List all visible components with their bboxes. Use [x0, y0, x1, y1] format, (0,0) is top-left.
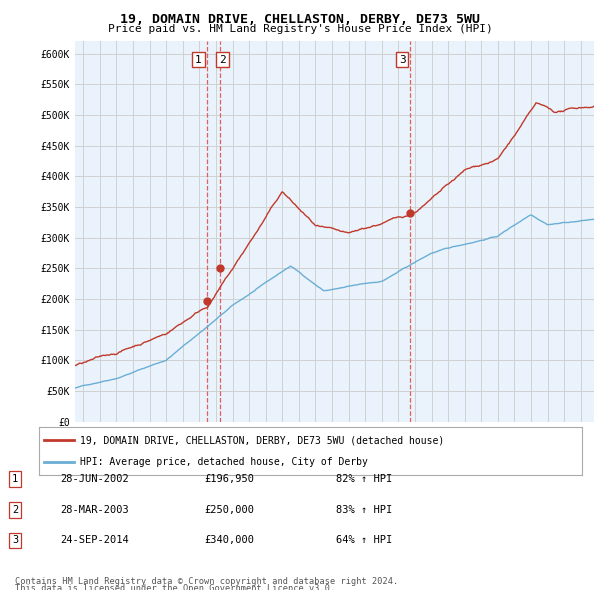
Text: HPI: Average price, detached house, City of Derby: HPI: Average price, detached house, City… [80, 457, 368, 467]
Text: 2: 2 [219, 55, 226, 65]
Text: 3: 3 [12, 536, 18, 545]
Text: 19, DOMAIN DRIVE, CHELLASTON, DERBY, DE73 5WU: 19, DOMAIN DRIVE, CHELLASTON, DERBY, DE7… [120, 13, 480, 26]
Text: 19, DOMAIN DRIVE, CHELLASTON, DERBY, DE73 5WU (detached house): 19, DOMAIN DRIVE, CHELLASTON, DERBY, DE7… [80, 435, 444, 445]
Text: 28-JUN-2002: 28-JUN-2002 [60, 474, 129, 484]
Text: 1: 1 [195, 55, 202, 65]
Text: 83% ↑ HPI: 83% ↑ HPI [336, 505, 392, 514]
Text: 64% ↑ HPI: 64% ↑ HPI [336, 536, 392, 545]
Text: £196,950: £196,950 [204, 474, 254, 484]
Text: 1: 1 [12, 474, 18, 484]
Text: 3: 3 [399, 55, 406, 65]
Text: Price paid vs. HM Land Registry's House Price Index (HPI): Price paid vs. HM Land Registry's House … [107, 24, 493, 34]
Text: 2: 2 [12, 505, 18, 514]
Text: This data is licensed under the Open Government Licence v3.0.: This data is licensed under the Open Gov… [15, 584, 335, 590]
Text: 28-MAR-2003: 28-MAR-2003 [60, 505, 129, 514]
Text: £250,000: £250,000 [204, 505, 254, 514]
Text: 82% ↑ HPI: 82% ↑ HPI [336, 474, 392, 484]
Text: 24-SEP-2014: 24-SEP-2014 [60, 536, 129, 545]
Text: Contains HM Land Registry data © Crown copyright and database right 2024.: Contains HM Land Registry data © Crown c… [15, 577, 398, 586]
Text: £340,000: £340,000 [204, 536, 254, 545]
